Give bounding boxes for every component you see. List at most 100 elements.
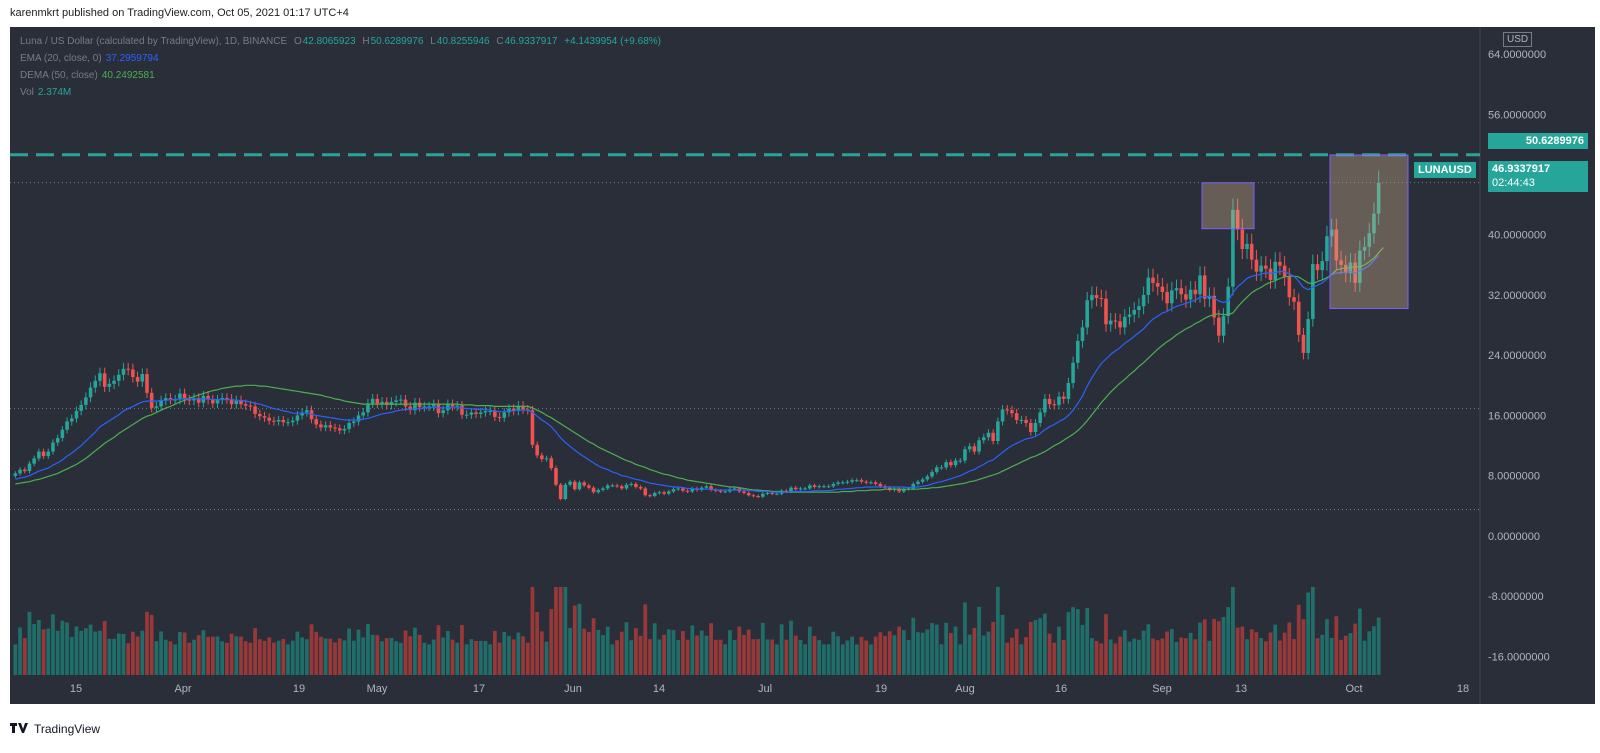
candle-body [121, 368, 126, 375]
legend-volume-row[interactable]: Vol 2.374M [20, 84, 661, 101]
volume-bar [784, 639, 789, 675]
candle-body [1024, 419, 1028, 423]
symbol-description[interactable]: Luna / US Dollar (calculated by TradingV… [20, 36, 288, 47]
volume-bar [323, 638, 328, 675]
candle-body [981, 437, 986, 441]
candle-body [986, 432, 991, 438]
chart-area[interactable]: 64.000000056.000000048.000000040.0000000… [10, 27, 1595, 704]
volume-bar [178, 632, 182, 675]
candle-body [102, 373, 107, 387]
volume-bar [1151, 638, 1155, 675]
volume-bar [55, 630, 60, 675]
candle-body [850, 480, 854, 482]
volume-bar [901, 630, 906, 675]
y-tick-label: 24.0000000 [1488, 350, 1546, 362]
volume-bar [102, 621, 107, 675]
volume-bar [845, 640, 850, 675]
volume-bar [652, 623, 657, 675]
tradingview-logo-icon[interactable] [10, 722, 28, 736]
candle-body [1108, 320, 1113, 325]
legend-ema-row[interactable]: EMA (20, close, 0) 37.2959794 [20, 50, 661, 67]
volume-bar [1343, 635, 1348, 675]
candle-body [704, 486, 709, 488]
volume-bar [826, 644, 831, 675]
candle-body [319, 424, 323, 428]
y-tick-label: 64.0000000 [1488, 49, 1546, 61]
candle-body [1057, 396, 1061, 405]
volume-bar [958, 644, 963, 675]
volume-bar [1127, 641, 1132, 675]
candle-body [323, 425, 328, 428]
volume-bar [713, 639, 718, 675]
x-tick-label: 19 [293, 683, 305, 695]
candle-body [225, 398, 229, 400]
volume-bar [619, 631, 624, 675]
volume-bar [507, 635, 511, 675]
volume-bar [1240, 626, 1245, 675]
volume-bar [290, 640, 295, 675]
candlestick-chart[interactable]: 64.000000056.000000048.000000040.0000000… [10, 27, 1595, 704]
volume-bar [1207, 640, 1212, 675]
volume-bar [582, 628, 587, 675]
volume-bar [1174, 641, 1179, 675]
candle-body [878, 483, 883, 487]
candle-body [817, 486, 822, 488]
volume-bar [1372, 626, 1376, 675]
candle-body [1217, 317, 1221, 336]
volume-bar [1141, 630, 1146, 675]
candle-body [836, 482, 840, 484]
candle-body [145, 374, 149, 393]
candle-body [394, 400, 398, 402]
candle-body [521, 405, 525, 410]
footer-brand[interactable]: TradingView [34, 722, 101, 736]
volume-bar [803, 644, 808, 675]
volume-bar [281, 638, 286, 675]
volume-bar [342, 640, 347, 675]
legend-dema-row[interactable]: DEMA (50, close) 40.2492581 [20, 67, 661, 84]
volume-bar [196, 635, 201, 675]
candle-body [718, 490, 723, 492]
x-tick-label: Jun [564, 683, 582, 695]
volume-bar [554, 587, 558, 675]
volume-bar [455, 642, 460, 675]
candle-body [215, 399, 220, 404]
volume-bar [1108, 639, 1113, 675]
volume-bar [460, 624, 464, 675]
volume-bar [709, 623, 713, 675]
volume-bar [624, 622, 629, 675]
volume-bar [1179, 637, 1184, 675]
volume-bar [634, 628, 638, 675]
candle-body [403, 399, 408, 407]
candle-body [337, 428, 342, 431]
volume-bar [1202, 619, 1207, 675]
volume-bar [897, 626, 902, 675]
candle-body [1212, 295, 1216, 318]
volume-bar [1254, 632, 1259, 675]
volume-bar [1137, 639, 1141, 675]
volume-bar [1061, 639, 1066, 675]
volume-bar [88, 624, 93, 675]
currency-button[interactable]: USD [1503, 32, 1533, 47]
volume-bar [182, 632, 187, 675]
candle-body [1362, 246, 1367, 251]
volume-bar [1071, 607, 1075, 675]
candle-body [347, 422, 351, 429]
candle-body [756, 495, 760, 497]
candle-body [1104, 298, 1108, 325]
candle-body [356, 415, 361, 422]
volume-bar [497, 642, 502, 675]
volume-bar [492, 630, 497, 675]
candle-body [1075, 340, 1080, 363]
dema-label: DEMA (50, close) [20, 70, 98, 81]
volume-bar [215, 636, 220, 675]
candle-body [163, 398, 168, 401]
volume-bar [535, 612, 540, 675]
volume-bar [145, 611, 149, 675]
volume-bar [347, 628, 352, 675]
volume-bar [1033, 620, 1038, 675]
volume-bar [1028, 622, 1033, 675]
volume-bar [356, 629, 361, 675]
candle-body [1019, 419, 1024, 421]
candle-body [563, 484, 568, 500]
candle-body [135, 377, 140, 382]
